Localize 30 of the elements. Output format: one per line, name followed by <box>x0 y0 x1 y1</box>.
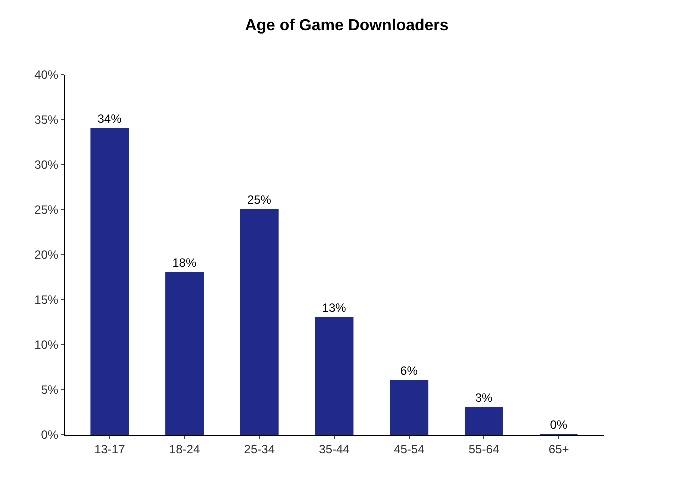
data-label: 13% <box>322 301 347 315</box>
x-tick-label: 35-44 <box>319 442 350 456</box>
bar <box>465 408 504 435</box>
bar <box>315 318 354 435</box>
y-tick-label: 10% <box>34 338 59 352</box>
x-tick-label: 18-24 <box>169 442 200 456</box>
bar <box>166 272 204 435</box>
y-tick-label: 35% <box>34 113 59 128</box>
x-tick-label: 25-34 <box>244 442 276 456</box>
bar <box>390 380 429 435</box>
y-tick-label: 30% <box>34 158 59 172</box>
data-label: 3% <box>475 391 494 405</box>
x-tick-label: 13-17 <box>94 442 126 456</box>
data-label: 34% <box>98 112 122 126</box>
y-tick-label: 5% <box>41 383 59 398</box>
x-tick-label: 45-54 <box>394 442 426 456</box>
data-label: 0% <box>550 418 568 432</box>
y-tick-label: 15% <box>34 293 59 308</box>
x-tick-label: 55-64 <box>468 442 500 456</box>
data-label: 6% <box>400 364 418 378</box>
bar <box>90 128 130 435</box>
y-tick-label: 25% <box>34 203 59 218</box>
chart-title: Age of Game Downloaders <box>245 17 449 34</box>
y-tick-label: 0% <box>41 428 59 442</box>
data-label: 18% <box>172 256 197 270</box>
bar <box>240 210 279 435</box>
data-label: 25% <box>247 193 272 207</box>
y-tick-label: 20% <box>34 248 59 262</box>
y-tick-label: 40% <box>34 68 59 82</box>
x-tick-label: 65+ <box>548 442 570 456</box>
